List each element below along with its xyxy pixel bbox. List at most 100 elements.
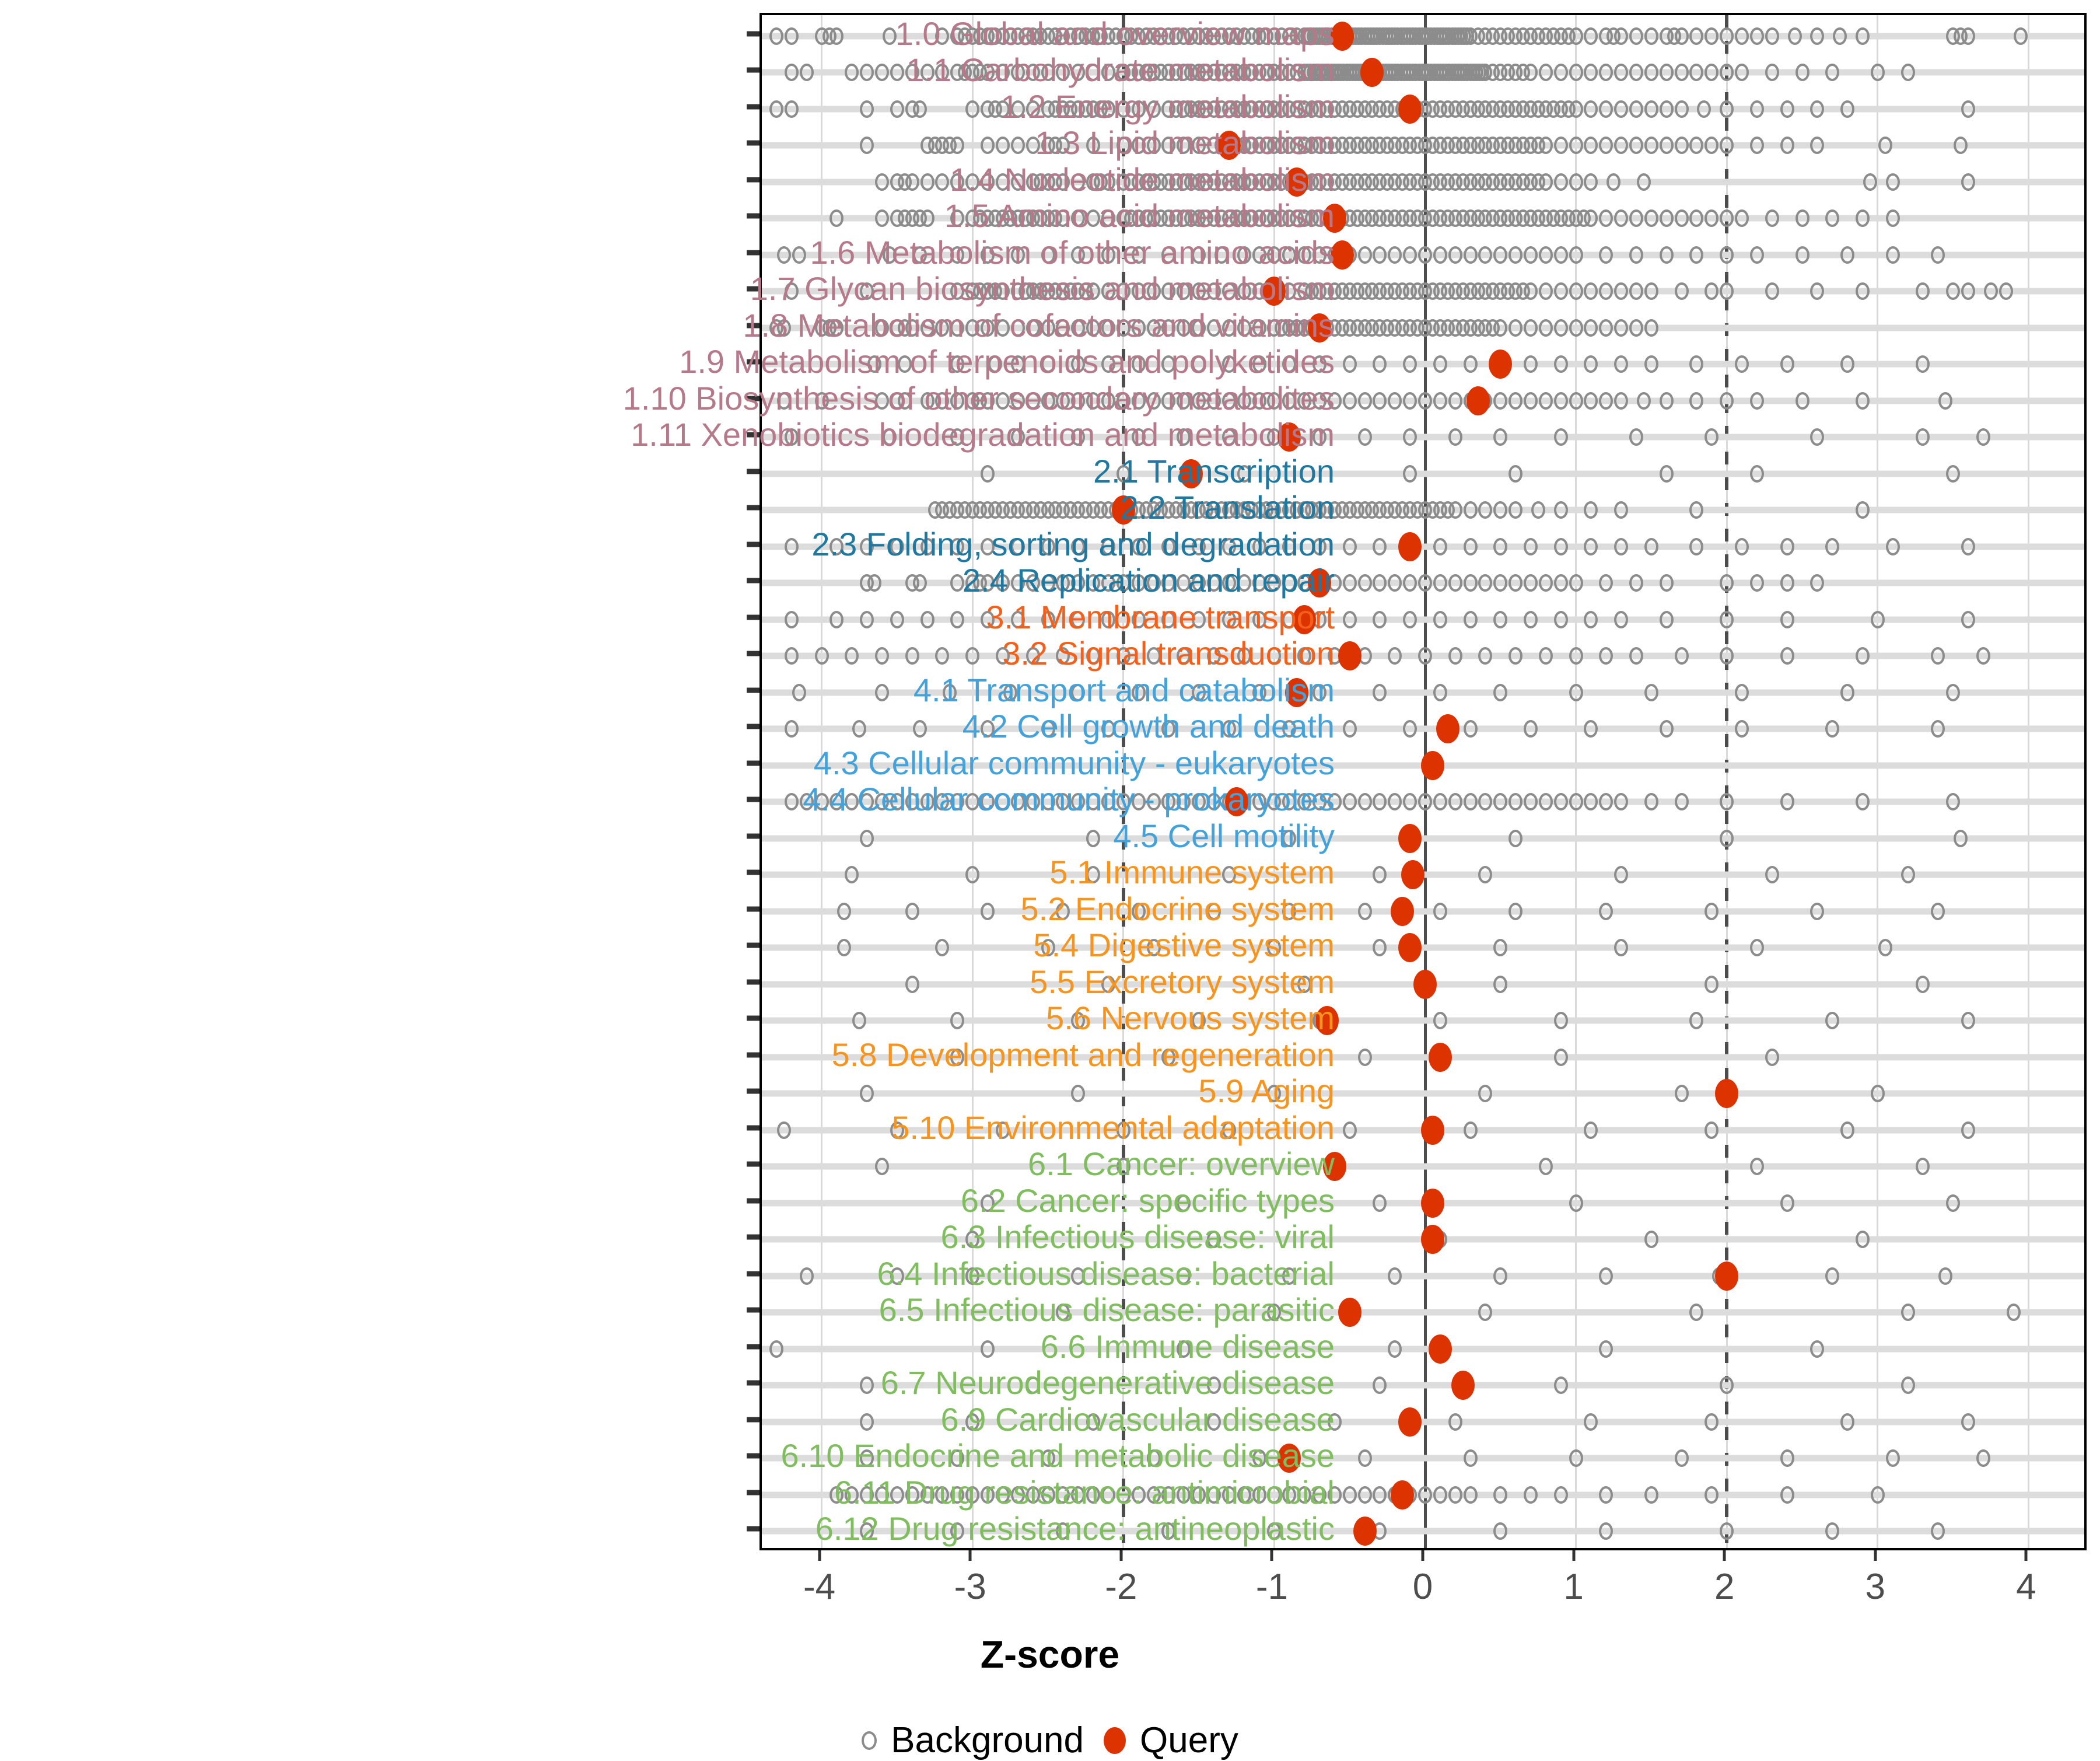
background-point [1538,1158,1553,1176]
background-point [860,1413,874,1431]
background-point [1584,392,1598,410]
background-point [1954,829,1968,847]
row-baseline [762,543,2084,550]
x-axis-title: Z-score [980,1633,1120,1676]
background-point [1765,282,1779,301]
background-point [1433,537,1447,555]
row-baseline [762,470,2084,477]
background-point [1885,173,1900,191]
background-point [981,464,995,483]
background-point [1780,100,1794,118]
background-point [890,100,904,118]
background-point [1810,282,1825,301]
y-axis-label: 5.2 Endocrine system [1020,890,1335,927]
query-point [1420,1115,1444,1145]
background-point [1901,1376,1915,1395]
background-point [1689,355,1704,373]
background-point [1584,537,1598,555]
background-point [1885,1449,1900,1468]
background-point [1720,392,1734,410]
background-point [1101,209,1115,228]
background-point [1433,355,1447,373]
background-point [1282,246,1297,264]
background-point [1599,282,1614,301]
background-point [1493,1522,1508,1540]
background-point [1659,610,1674,628]
background-point [1735,537,1749,555]
background-point [1735,27,1749,45]
y-axis-tick [747,140,760,146]
background-point [769,27,784,45]
background-point [784,647,799,665]
background-point [776,1121,791,1139]
background-point [1735,720,1749,738]
background-point [1689,27,1704,45]
background-point [1493,501,1508,519]
x-axis-tick-label: 1 [1563,1567,1584,1607]
background-point [1493,975,1508,993]
background-point [1116,137,1130,155]
y-axis-label: 4.5 Cell motility [1113,817,1335,854]
x-axis-tick [968,1550,972,1561]
background-point [1010,246,1025,264]
background-point [1938,1267,1953,1285]
background-point [1508,392,1523,410]
background-point [1946,464,1961,483]
background-point [1810,902,1825,920]
background-point [1538,793,1553,811]
background-point [1433,793,1447,811]
background-point [912,246,927,264]
background-point [965,100,980,118]
background-point [860,100,874,118]
background-point [1493,537,1508,555]
background-point [1177,137,1191,155]
background-point [1659,246,1674,264]
background-point [1569,392,1583,410]
background-point [965,866,980,884]
background-point [1840,683,1855,701]
background-point [860,829,874,847]
background-point [867,574,882,592]
background-point [1689,537,1704,555]
background-point [1976,1449,1990,1468]
background-point [784,610,799,628]
background-point [1101,282,1115,301]
background-point [905,647,919,665]
background-point [1373,246,1387,264]
background-point [1101,246,1115,264]
background-point [860,1085,874,1103]
y-axis-label: 6.5 Infectious disease: parasitic [878,1291,1335,1329]
y-axis-tick [747,1125,760,1131]
background-point [1584,355,1598,373]
row-baseline [762,835,2084,842]
background-point [1584,720,1598,738]
row-baseline [762,1273,2084,1280]
background-point [1961,27,1975,45]
background-point [1629,209,1644,228]
background-point [1629,64,1644,82]
background-point [1373,683,1387,701]
background-point [837,902,852,920]
background-point [1614,501,1629,519]
row-baseline [762,1346,2084,1353]
background-point [1749,464,1764,483]
background-point [1931,1522,1945,1540]
background-point [1885,537,1900,555]
background-point [1629,27,1644,45]
background-point [1569,574,1583,592]
background-point [1131,282,1146,301]
query-point [1428,1042,1452,1072]
background-point [1780,1449,1794,1468]
background-point [1146,100,1161,118]
background-point [1493,246,1508,264]
background-point [1765,866,1779,884]
background-point [1629,246,1644,264]
background-point [814,647,829,665]
background-point [981,137,995,155]
background-point [1749,246,1764,264]
filled-circle-icon [1104,1727,1126,1754]
gridline-x-4 [2027,15,2029,1548]
background-point [1674,100,1689,118]
background-point [1629,137,1644,155]
row-baseline [762,434,2084,441]
